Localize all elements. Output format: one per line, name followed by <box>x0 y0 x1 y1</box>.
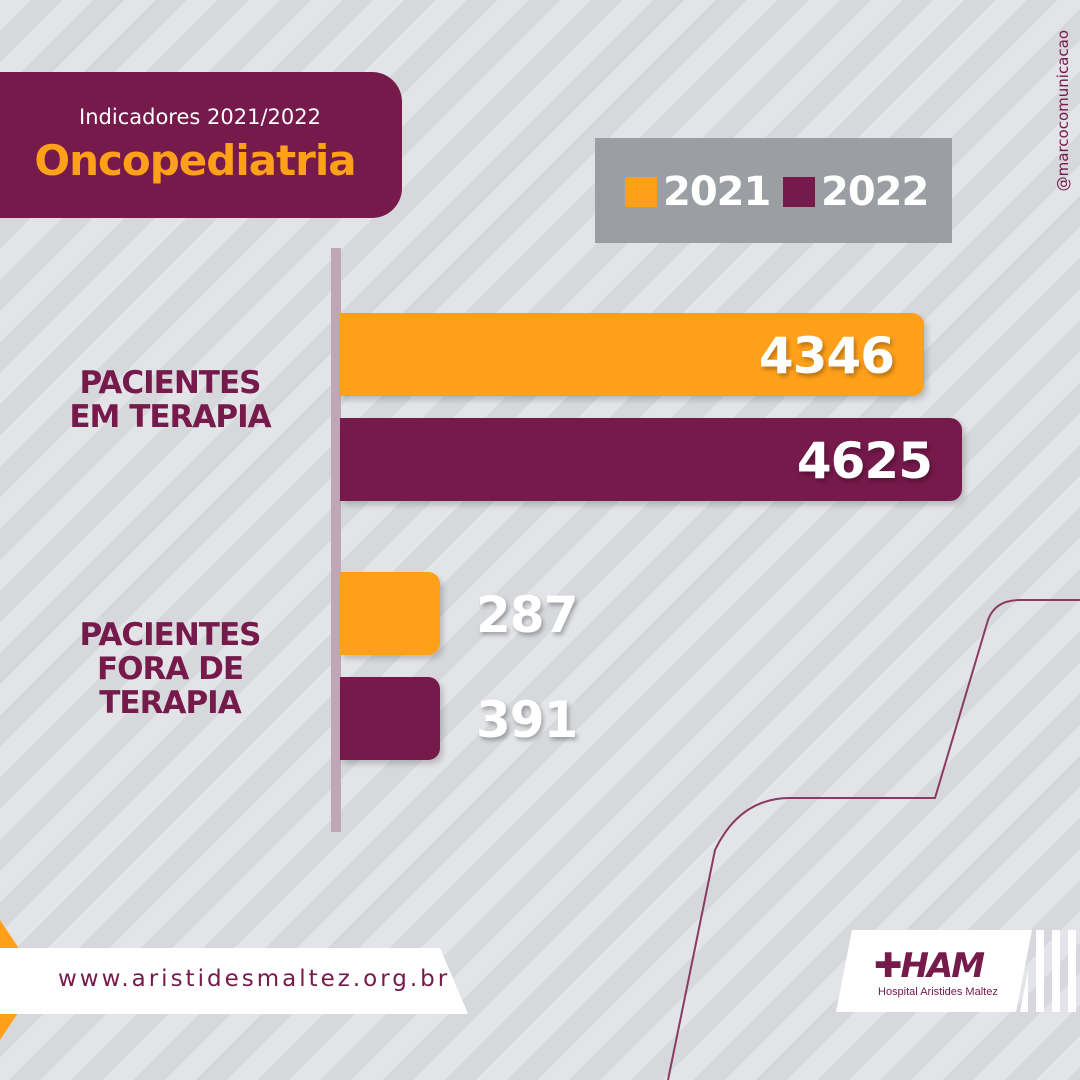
plus-icon: ✚ <box>874 946 902 986</box>
bar-2022-0 <box>340 418 962 501</box>
legend-label-2021: 2021 <box>663 169 771 215</box>
bar-2022-1 <box>340 677 440 760</box>
social-handle: @marcocomunicacao <box>1054 30 1072 192</box>
data-label-2022-0: 4625 <box>796 432 933 490</box>
chart-axis-line <box>331 248 341 832</box>
legend-item-2022: 2022 <box>783 169 929 215</box>
page-subtitle: Indicadores 2021/2022 <box>79 105 321 129</box>
page-title: Oncopediatria <box>34 136 356 185</box>
data-label-2022-1: 391 <box>476 691 578 749</box>
legend-swatch-2021 <box>625 177 657 207</box>
title-banner <box>0 72 402 218</box>
data-label-2021-1: 287 <box>476 586 578 644</box>
website-link[interactable]: www.aristidesmaltez.org.br <box>58 966 451 992</box>
chart-legend: 2021 2022 <box>595 138 952 243</box>
bar-2021-0 <box>340 313 924 396</box>
logo-box <box>836 930 1032 1012</box>
legend-label-2022: 2022 <box>821 169 929 215</box>
category-label-1: PACIENTES FORA DE TERAPIA <box>79 617 262 721</box>
bar-2021-1 <box>340 572 440 655</box>
logo-mark-text: HAM <box>900 946 986 986</box>
category-label-0: PACIENTES EM TERAPIA <box>69 365 271 435</box>
footer-url-bar <box>0 948 468 1014</box>
legend-swatch-2022 <box>783 177 815 207</box>
legend-item-2021: 2021 <box>625 169 771 215</box>
data-label-2021-0: 4346 <box>758 327 895 385</box>
logo-text: Hospital Aristides Maltez <box>878 986 998 998</box>
hospital-logo-icon: ✚HAM <box>874 946 986 986</box>
